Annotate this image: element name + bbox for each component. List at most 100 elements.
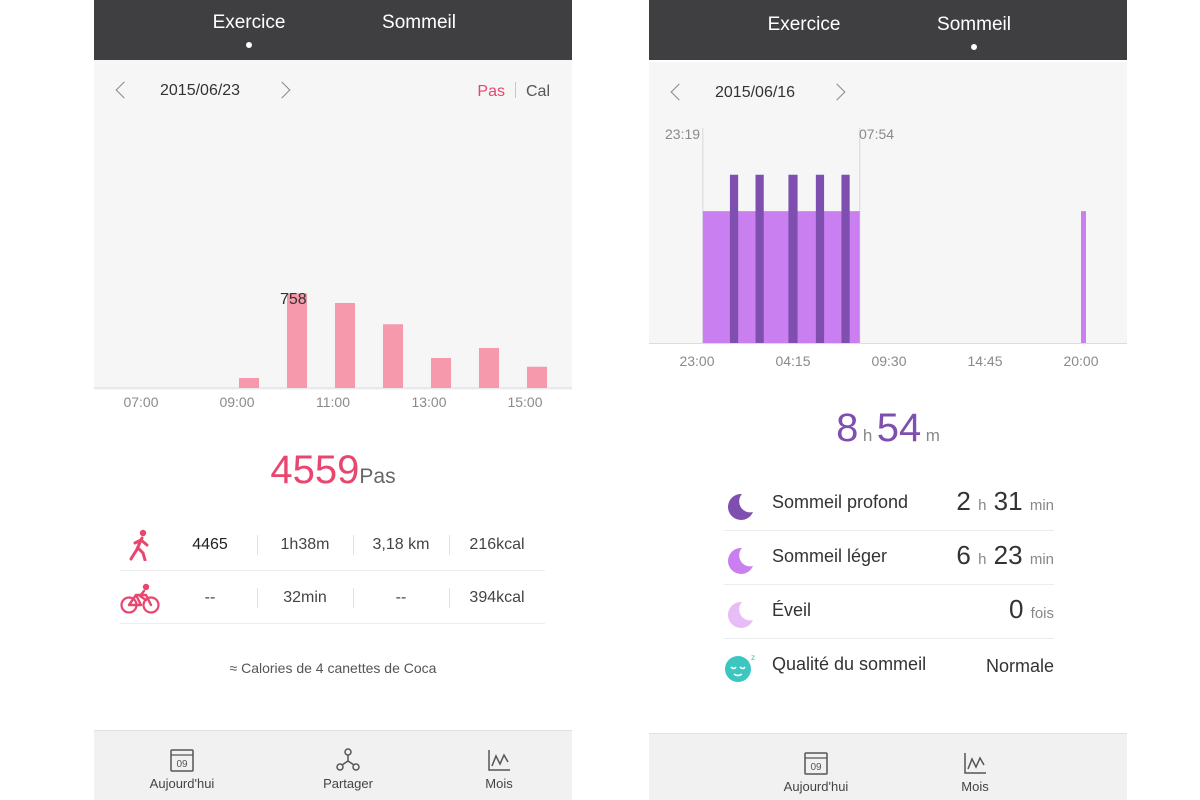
- light-sleep-moon-icon: [728, 547, 753, 574]
- bicycle-icon: [120, 583, 160, 614]
- divider: [257, 535, 258, 555]
- steps-chart-panel: 2015/06/23 Pas Cal 758: [94, 60, 572, 390]
- active-tab-dot: [971, 44, 977, 50]
- nav-label: Mois: [961, 779, 989, 794]
- nav-month[interactable]: Mois: [920, 750, 1030, 794]
- walk-steps: 4465: [192, 536, 228, 553]
- bottom-navigation: 09 Aujourd'hui Mois: [649, 733, 1127, 800]
- sleep-phase-chart: [649, 128, 1127, 344]
- sleep-quality-value: Normale: [985, 656, 1054, 676]
- svg-text:z: z: [751, 653, 755, 662]
- tab-exercice[interactable]: Exercice: [204, 12, 294, 48]
- light-sleep-duration: 6 h 23 min: [956, 540, 1054, 570]
- steps-bar-chart: 758: [94, 291, 572, 389]
- calories-equivalent-note: ≈ Calories de 4 canettes de Coca: [229, 660, 437, 676]
- deep-sleep-block: [815, 174, 825, 344]
- walk-distance: 3,18 km: [372, 536, 430, 553]
- top-tab-bar: Exercice Sommeil: [649, 0, 1127, 60]
- sleep-chart-panel: 2015/06/16 23:19 07:54: [649, 62, 1127, 344]
- light-sleep-row: Sommeil léger 6 h 23 min: [724, 532, 1054, 585]
- bike-duration: 32min: [283, 589, 327, 606]
- total-steps-unit: Pas: [359, 465, 396, 488]
- walking-person-icon: [129, 529, 149, 561]
- deep-sleep-moon-icon: [728, 493, 753, 520]
- awake-row: Éveil 0 fois: [724, 586, 1054, 639]
- total-minutes: 54: [876, 406, 922, 450]
- svg-text:09: 09: [176, 759, 188, 770]
- divider: [257, 588, 258, 608]
- nav-today[interactable]: 09 Aujourd'hui: [127, 747, 237, 791]
- walk-calories: 216kcal: [469, 536, 525, 553]
- tab-label: Sommeil: [382, 12, 456, 33]
- tab-label: Exercice: [212, 12, 286, 33]
- divider: [449, 588, 450, 608]
- step-bar: [431, 358, 451, 388]
- x-tick-label: 07:00: [123, 394, 159, 410]
- deep-sleep-block: [729, 174, 739, 344]
- row-label: Sommeil profond: [772, 492, 909, 512]
- tab-sommeil[interactable]: Sommeil: [374, 12, 464, 34]
- nav-today[interactable]: 09 Aujourd'hui: [761, 750, 871, 794]
- tab-sommeil[interactable]: Sommeil: [929, 14, 1019, 50]
- deep-sleep-block: [755, 174, 764, 344]
- nav-share[interactable]: Partager: [293, 747, 403, 791]
- current-date: 2015/06/23: [160, 82, 241, 99]
- bike-steps: --: [204, 589, 216, 606]
- x-tick-label: 23:00: [679, 353, 715, 369]
- share-icon: [336, 748, 360, 771]
- deep-sleep-block: [841, 174, 850, 344]
- walk-duration: 1h38m: [280, 536, 330, 553]
- x-tick-label: 14:45: [967, 353, 1003, 369]
- bike-distance: --: [395, 589, 407, 606]
- sleeping-face-icon: z: [725, 653, 755, 682]
- line-chart-icon: [488, 750, 510, 771]
- step-bar: [335, 303, 355, 388]
- step-bar: [527, 366, 547, 388]
- x-tick-label: 20:00: [1063, 353, 1099, 369]
- deep-sleep-duration: 2 h 31 min: [956, 486, 1054, 516]
- cycling-stats-row: -- 32min -- 394kcal: [120, 572, 545, 624]
- nav-month[interactable]: Mois: [444, 747, 554, 791]
- sleep-screen: Exercice Sommeil 2015/06/16 23:19 07:54 …: [649, 0, 1127, 800]
- x-tick-label: 11:00: [316, 394, 350, 410]
- nav-label: Aujourd'hui: [783, 779, 849, 794]
- total-steps: 4559Pas: [94, 448, 572, 493]
- divider: [353, 535, 354, 555]
- nav-label: Aujourd'hui: [149, 776, 215, 791]
- tab-label: Sommeil: [937, 14, 1011, 35]
- minutes-unit: m: [925, 426, 940, 445]
- deep-sleep-block: [788, 174, 798, 344]
- walking-stats-row: 4465 1h38m 3,18 km 216kcal: [120, 519, 545, 571]
- peak-value-label: 758: [280, 291, 307, 308]
- step-bar: [239, 378, 259, 388]
- divider: [353, 588, 354, 608]
- awake-moon-icon: [728, 601, 753, 628]
- row-label: Qualité du sommeil: [772, 654, 927, 674]
- awake-count: 0 fois: [1008, 594, 1054, 624]
- unit-calories-option[interactable]: Cal: [525, 83, 550, 100]
- divider: [449, 535, 450, 555]
- nav-label: Partager: [323, 776, 373, 791]
- calendar-icon: 09: [170, 749, 194, 772]
- sleep-end-time: 07:54: [859, 126, 895, 142]
- hours-unit: h: [862, 426, 873, 445]
- x-tick-label: 04:15: [775, 353, 811, 369]
- light-sleep-block: [702, 211, 860, 344]
- x-tick-label: 09:00: [219, 394, 255, 410]
- total-sleep: 8 h 54 m: [649, 406, 1127, 451]
- unit-steps-option[interactable]: Pas: [477, 83, 505, 100]
- sleep-start-time: 23:19: [665, 126, 701, 142]
- bottom-navigation: 09 Aujourd'hui Partager Mois: [94, 730, 572, 800]
- step-bar: [383, 324, 403, 388]
- step-bar: [479, 348, 499, 388]
- sleep-quality-row: z Qualité du sommeil Normale: [724, 640, 1054, 693]
- tab-exercice[interactable]: Exercice: [759, 14, 849, 36]
- x-tick-label: 09:30: [871, 353, 907, 369]
- line-chart-icon: [964, 753, 986, 774]
- bike-calories: 394kcal: [469, 589, 525, 606]
- date-navigator: 2015/06/16: [649, 83, 1127, 108]
- current-date: 2015/06/16: [715, 84, 796, 101]
- x-tick-label: 13:00: [411, 394, 447, 410]
- light-sleep-block: [1081, 211, 1086, 344]
- date-navigator: 2015/06/23 Pas Cal: [94, 81, 572, 106]
